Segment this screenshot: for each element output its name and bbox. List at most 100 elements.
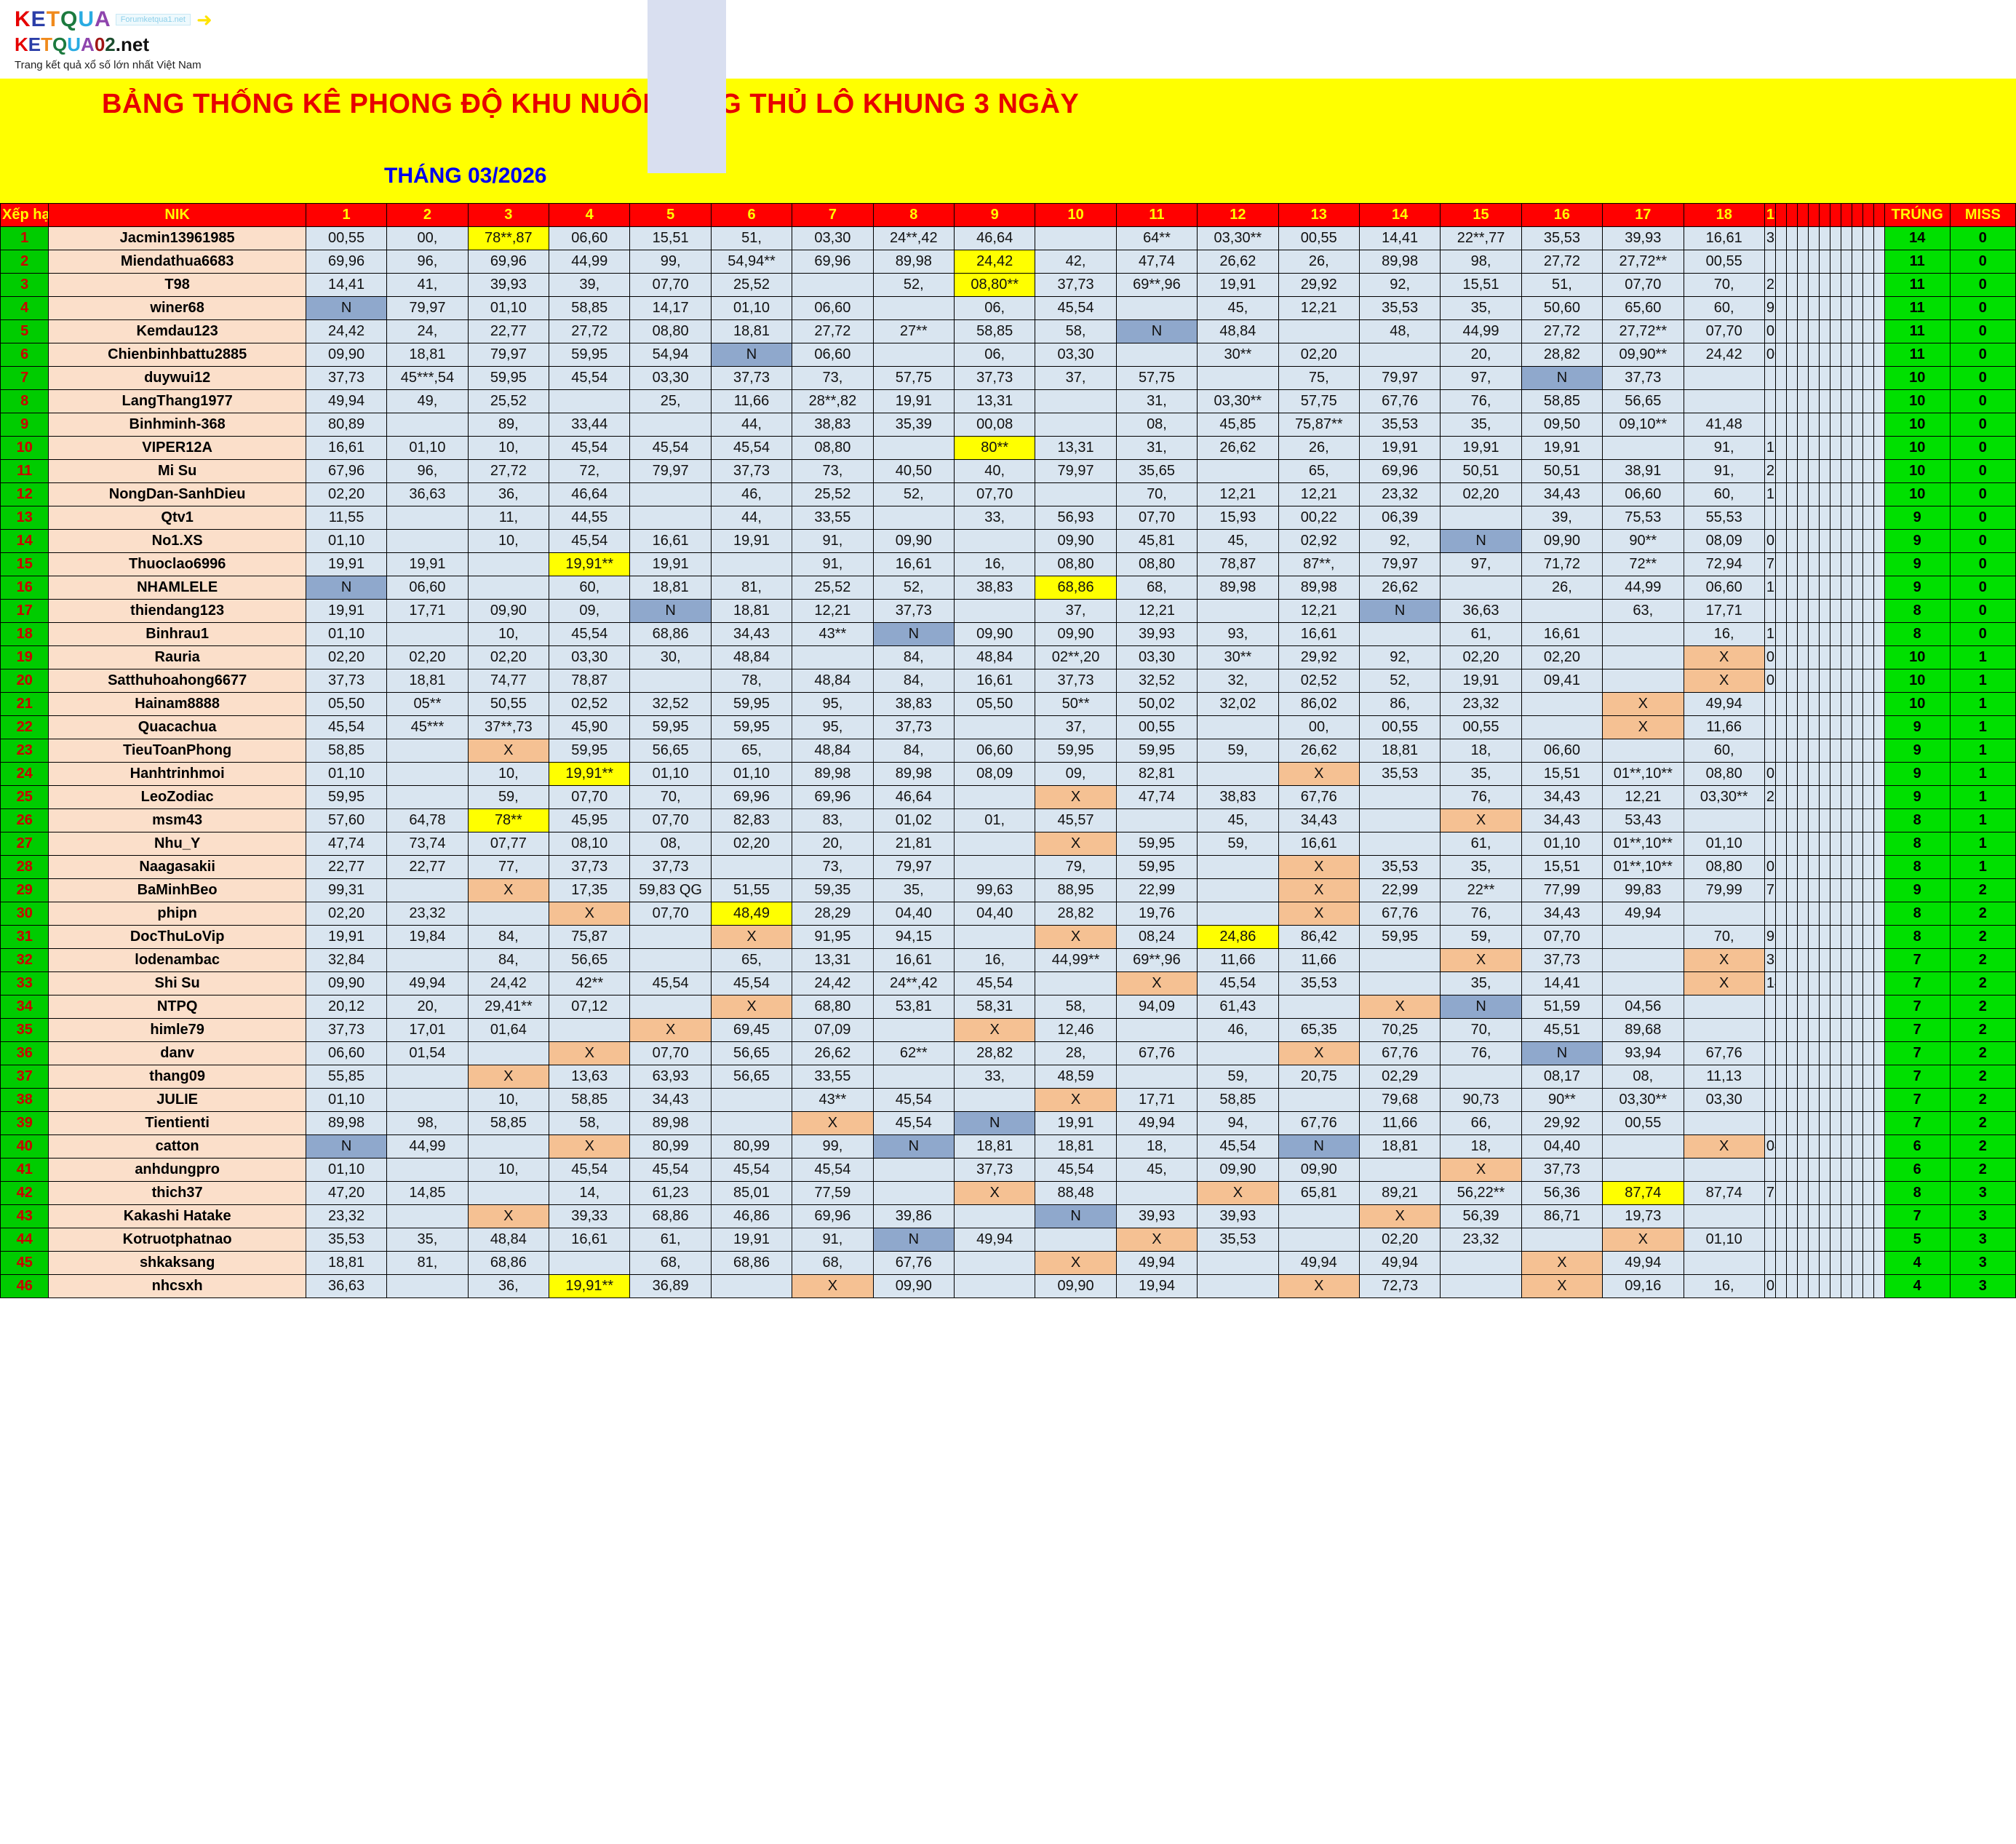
day-cell[interactable]: 46, (1198, 1019, 1278, 1042)
day-cell[interactable]: 07,09 (792, 1019, 873, 1042)
day-cell[interactable]: 00, (387, 227, 468, 250)
day-cell[interactable]: 56,65 (711, 1065, 792, 1089)
day-cell[interactable]: 08,80 (630, 320, 711, 343)
day-cell[interactable]: 70,25 (1359, 1019, 1440, 1042)
day-cell[interactable]: 35, (1441, 763, 1521, 786)
day-cell[interactable]: 84, (873, 739, 954, 763)
day-cell[interactable]: 58,31 (955, 995, 1035, 1019)
day-cell[interactable]: 04,40 (1764, 1135, 1775, 1159)
day-cell[interactable]: 59,95 (549, 343, 630, 367)
day-cell[interactable]: X (549, 1135, 630, 1159)
day-cell[interactable]: 02,20 (1441, 646, 1521, 669)
day-cell[interactable]: 02,29 (1359, 1065, 1440, 1089)
day-cell[interactable]: 09, (549, 600, 630, 623)
table-row[interactable]: 3 T98 14,41 41, 39,93 39, 07,70 25,52 52, 08,80**… (1, 274, 2016, 297)
day-cell[interactable] (873, 437, 954, 460)
day-cell[interactable]: 99,83 (1603, 879, 1684, 902)
day-cell[interactable]: 45,54 (1035, 297, 1116, 320)
day-cell[interactable]: 68,86 (1035, 576, 1116, 600)
day-cell[interactable]: 60, (1684, 739, 1764, 763)
day-cell[interactable]: 83, (792, 809, 873, 832)
nik-cell[interactable]: Nhu_Y (49, 832, 306, 856)
day-cell[interactable]: 23,32 (306, 1205, 386, 1228)
day-cell[interactable]: 45,54 (873, 1112, 954, 1135)
day-cell[interactable]: 10, (468, 437, 549, 460)
day-cell[interactable]: 65, (711, 949, 792, 972)
day-cell[interactable]: 35,53 (306, 1228, 386, 1252)
day-cell[interactable]: 76, (1441, 390, 1521, 413)
day-cell[interactable] (387, 1205, 468, 1228)
day-cell[interactable]: 03,30 (630, 367, 711, 390)
day-cell[interactable]: 88,48 (1035, 1182, 1116, 1205)
day-cell[interactable] (1764, 693, 1775, 716)
day-cell[interactable] (873, 1159, 954, 1182)
table-row[interactable]: 39 Tientienti 89,98 98, 58,85 58, 89,98 X 45,54 N… (1, 1112, 2016, 1135)
day-cell[interactable]: 58,85 (1198, 1089, 1278, 1112)
nik-cell[interactable]: Binhrau1 (49, 623, 306, 646)
day-cell[interactable]: 87,74 (1684, 1182, 1764, 1205)
day-cell[interactable] (955, 1275, 1035, 1298)
table-row[interactable]: 29 BaMinhBeo 99,31 X 17,35 59,83 QG 51,55 59,35… (1, 879, 2016, 902)
day-cell[interactable] (1198, 1275, 1278, 1298)
day-cell[interactable]: 09,41 (1521, 669, 1602, 693)
day-cell[interactable]: 03,30** (1684, 786, 1764, 809)
day-cell[interactable]: 09,90 (1035, 1275, 1116, 1298)
day-cell[interactable]: 11,66 (711, 390, 792, 413)
day-cell[interactable]: 59,95 (630, 716, 711, 739)
day-cell[interactable]: 07,70 (630, 902, 711, 926)
nik-cell[interactable]: Miendathua6683 (49, 250, 306, 274)
day-cell[interactable] (1764, 995, 1775, 1019)
day-cell[interactable]: 06,60 (792, 343, 873, 367)
day-cell[interactable]: 03,30 (1116, 646, 1197, 669)
day-cell[interactable] (468, 1042, 549, 1065)
day-cell[interactable]: 67,76 (1359, 902, 1440, 926)
day-cell[interactable] (549, 1019, 630, 1042)
day-cell[interactable]: 11,55 (306, 506, 386, 530)
day-cell[interactable]: X (1441, 949, 1521, 972)
day-cell[interactable]: 22**,77 (1441, 227, 1521, 250)
day-cell[interactable]: 79,68 (1359, 1089, 1440, 1112)
day-cell[interactable]: 22,77 (387, 856, 468, 879)
nik-cell[interactable]: Chienbinhbattu2885 (49, 343, 306, 367)
day-cell[interactable]: 76, (1441, 902, 1521, 926)
table-row[interactable]: 4 winer68 N 79,97 01,10 58,85 14,17 01,10 06,60 0… (1, 297, 2016, 320)
day-cell[interactable]: 34,43 (1278, 809, 1359, 832)
table-row[interactable]: 7 duywui12 37,73 45***,54 59,95 45,54 03,30 37,… (1, 367, 2016, 390)
day-cell[interactable] (1198, 879, 1278, 902)
day-cell[interactable]: 28,29 (792, 902, 873, 926)
day-cell[interactable]: 05,50 (1764, 320, 1775, 343)
day-cell[interactable]: 02,52 (549, 693, 630, 716)
day-cell[interactable]: 09,90 (1035, 530, 1116, 553)
day-cell[interactable]: 67,76 (1278, 1112, 1359, 1135)
day-cell[interactable] (1441, 1065, 1521, 1089)
day-cell[interactable]: 39, (1521, 506, 1602, 530)
day-cell[interactable]: 82,83 (711, 809, 792, 832)
day-cell[interactable]: 34,43 (1521, 902, 1602, 926)
day-cell[interactable] (1764, 413, 1775, 437)
nik-cell[interactable]: Tientienti (49, 1112, 306, 1135)
day-cell[interactable]: N (1521, 1042, 1602, 1065)
day-cell[interactable]: 46,64 (549, 483, 630, 506)
day-cell[interactable] (1116, 1065, 1197, 1089)
day-cell[interactable]: 22,99 (1116, 879, 1197, 902)
day-cell[interactable]: 90** (1521, 1089, 1602, 1112)
day-cell[interactable] (387, 623, 468, 646)
table-row[interactable]: 40 catton N 44,99 X 80,99 80,99 99, N 18,81 18,81 1… (1, 1135, 2016, 1159)
day-cell[interactable]: X (1603, 716, 1684, 739)
day-cell[interactable]: 78,87 (549, 669, 630, 693)
day-cell[interactable]: 94,15 (873, 926, 954, 949)
day-cell[interactable] (792, 274, 873, 297)
day-cell[interactable]: 48,84 (468, 1228, 549, 1252)
day-cell[interactable]: 01,10 (1521, 832, 1602, 856)
day-cell[interactable]: 29,41** (468, 995, 549, 1019)
day-cell[interactable]: 89, (468, 413, 549, 437)
nik-cell[interactable]: NTPQ (49, 995, 306, 1019)
day-cell[interactable]: 02,20 (1521, 646, 1602, 669)
day-cell[interactable]: 08, (630, 832, 711, 856)
day-cell[interactable]: 49,94 (1603, 1252, 1684, 1275)
day-cell[interactable]: 53,81 (873, 995, 954, 1019)
day-cell[interactable] (1764, 1228, 1775, 1252)
day-cell[interactable]: N (306, 576, 386, 600)
day-cell[interactable]: 34,43 (711, 623, 792, 646)
day-cell[interactable]: 06,60 (387, 576, 468, 600)
